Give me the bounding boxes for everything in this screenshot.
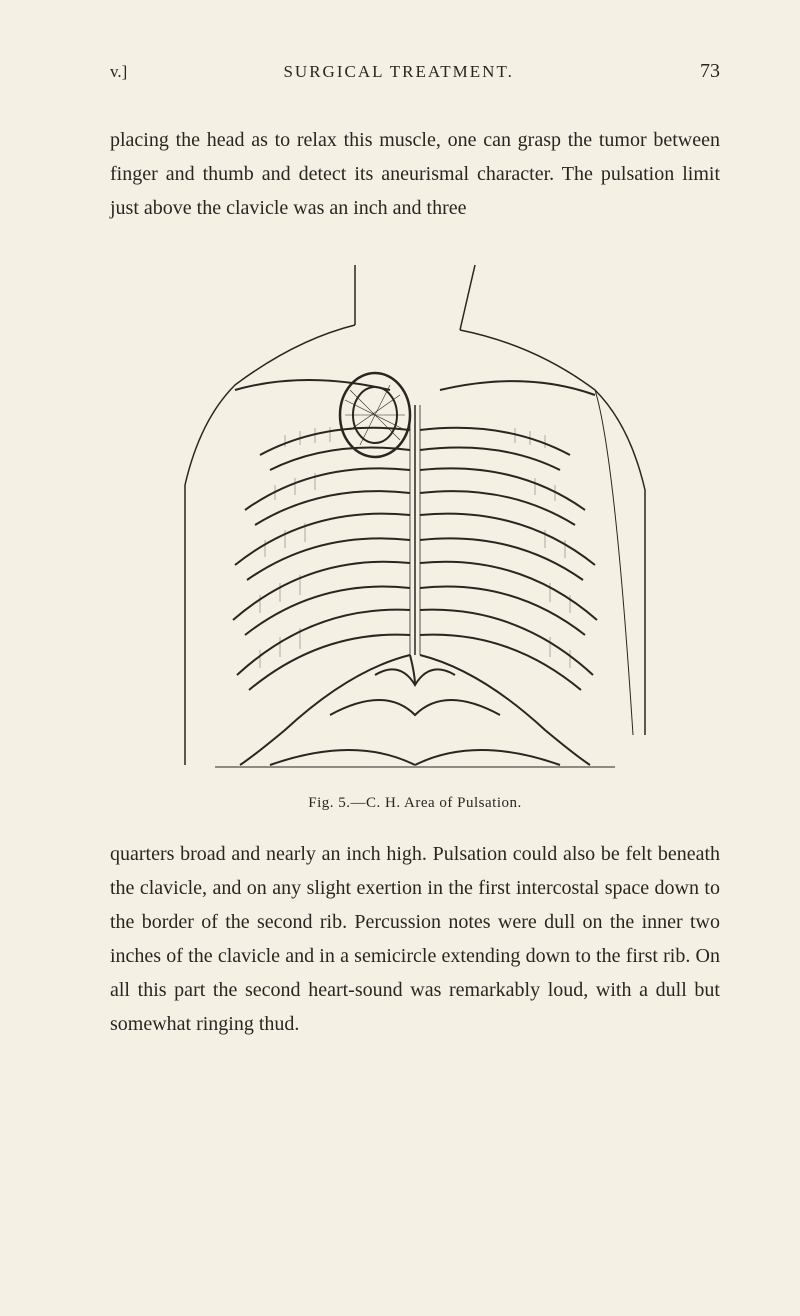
page-number: 73: [700, 60, 720, 83]
figure-container: Fig. 5.—C. H. Area of Pulsation.: [110, 255, 720, 812]
body-paragraph-top: placing the head as to relax this muscle…: [110, 123, 720, 225]
body-paragraph-bottom: quarters broad and nearly an inch high. …: [110, 837, 720, 1041]
page-header: v.] SURGICAL TREATMENT. 73: [110, 60, 720, 83]
figure-caption: Fig. 5.—C. H. Area of Pulsation.: [110, 795, 720, 812]
pulsation-area-icon: [340, 373, 410, 457]
ribcage-illustration: [155, 255, 675, 775]
running-title: SURGICAL TREATMENT.: [97, 62, 700, 82]
